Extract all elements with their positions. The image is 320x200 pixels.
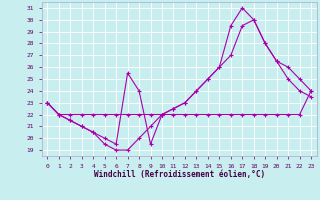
X-axis label: Windchill (Refroidissement éolien,°C): Windchill (Refroidissement éolien,°C) [94,170,265,179]
